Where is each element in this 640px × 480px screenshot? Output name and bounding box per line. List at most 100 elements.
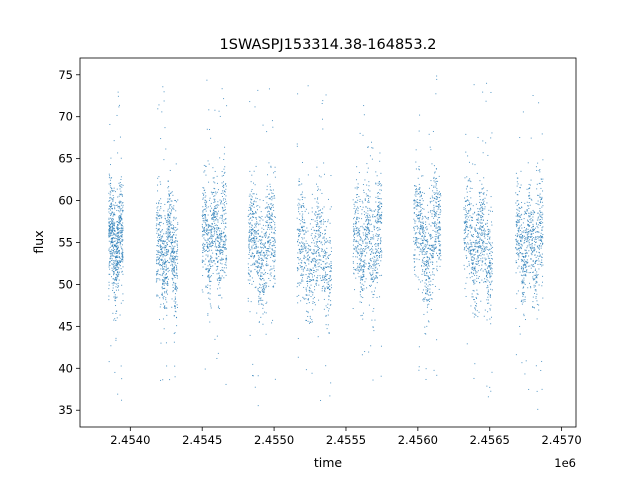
data-point	[374, 216, 376, 218]
data-point	[253, 216, 255, 218]
data-point	[308, 258, 310, 260]
data-point	[436, 261, 438, 263]
data-point	[304, 267, 306, 269]
data-point	[249, 249, 251, 251]
data-point	[433, 176, 435, 178]
data-point	[380, 198, 382, 200]
data-point	[323, 269, 325, 271]
data-point	[203, 193, 205, 195]
data-point	[208, 229, 210, 231]
data-point	[317, 188, 319, 190]
data-point	[217, 229, 219, 231]
data-point	[378, 243, 380, 245]
data-point	[299, 233, 301, 235]
data-point	[263, 288, 265, 290]
data-point	[217, 212, 219, 214]
data-point	[488, 270, 490, 272]
data-point	[171, 200, 173, 202]
data-point	[362, 240, 364, 242]
data-point	[176, 241, 178, 243]
data-point	[420, 224, 422, 226]
data-point	[325, 238, 327, 240]
data-point	[121, 238, 123, 240]
data-point	[110, 215, 112, 217]
data-point	[259, 220, 261, 222]
data-point	[172, 251, 174, 253]
data-point	[255, 286, 257, 288]
data-point	[317, 230, 319, 232]
data-point	[369, 249, 371, 251]
data-point	[159, 209, 161, 211]
data-point	[490, 272, 492, 274]
data-point	[323, 308, 325, 310]
data-point	[379, 218, 381, 220]
data-point	[110, 223, 112, 225]
data-point	[161, 111, 163, 113]
data-point	[261, 267, 263, 269]
data-point	[112, 224, 114, 226]
data-point	[470, 243, 472, 245]
data-point	[219, 308, 221, 310]
data-point	[325, 275, 327, 277]
data-point	[223, 228, 225, 230]
data-point	[162, 267, 164, 269]
data-point	[475, 271, 477, 273]
data-point	[175, 282, 177, 284]
data-point	[482, 203, 484, 205]
data-point	[301, 161, 303, 163]
data-point	[370, 279, 372, 281]
data-point	[112, 234, 114, 236]
data-point	[422, 241, 424, 243]
data-point	[378, 204, 380, 206]
data-point	[213, 215, 215, 217]
data-point	[248, 269, 250, 271]
data-point	[480, 202, 482, 204]
data-point	[158, 224, 160, 226]
data-point	[418, 254, 420, 256]
data-point	[376, 282, 378, 284]
data-point	[327, 314, 329, 316]
data-point	[366, 195, 368, 197]
data-point	[305, 248, 307, 250]
data-point	[256, 250, 258, 252]
data-point	[305, 231, 307, 233]
data-point	[209, 263, 211, 265]
data-point	[479, 246, 481, 248]
data-point	[327, 266, 329, 268]
data-point	[423, 231, 425, 233]
data-point	[157, 251, 159, 253]
data-point	[210, 275, 212, 277]
data-point	[219, 232, 221, 234]
data-point	[356, 256, 358, 258]
data-point	[202, 215, 204, 217]
data-point	[109, 123, 111, 125]
data-point	[117, 228, 119, 230]
data-point	[165, 240, 167, 242]
data-point	[253, 201, 255, 203]
data-point	[414, 222, 416, 224]
data-point	[478, 241, 480, 243]
data-point	[118, 223, 120, 225]
data-point	[171, 256, 173, 258]
data-point	[266, 196, 268, 198]
data-point	[176, 265, 178, 267]
data-point	[273, 231, 275, 233]
data-point	[262, 278, 264, 280]
data-point	[323, 261, 325, 263]
data-point	[119, 236, 121, 238]
data-point	[248, 214, 250, 216]
data-point	[298, 206, 300, 208]
data-point	[321, 241, 323, 243]
data-point	[484, 257, 486, 259]
data-point	[117, 205, 119, 207]
data-point	[427, 247, 429, 249]
data-point	[166, 220, 168, 222]
data-point	[313, 239, 315, 241]
data-point	[216, 268, 218, 270]
data-point	[330, 206, 332, 208]
data-point	[217, 221, 219, 223]
data-point	[112, 200, 114, 202]
data-point	[365, 193, 367, 195]
data-point	[329, 240, 331, 242]
data-point	[168, 228, 170, 230]
